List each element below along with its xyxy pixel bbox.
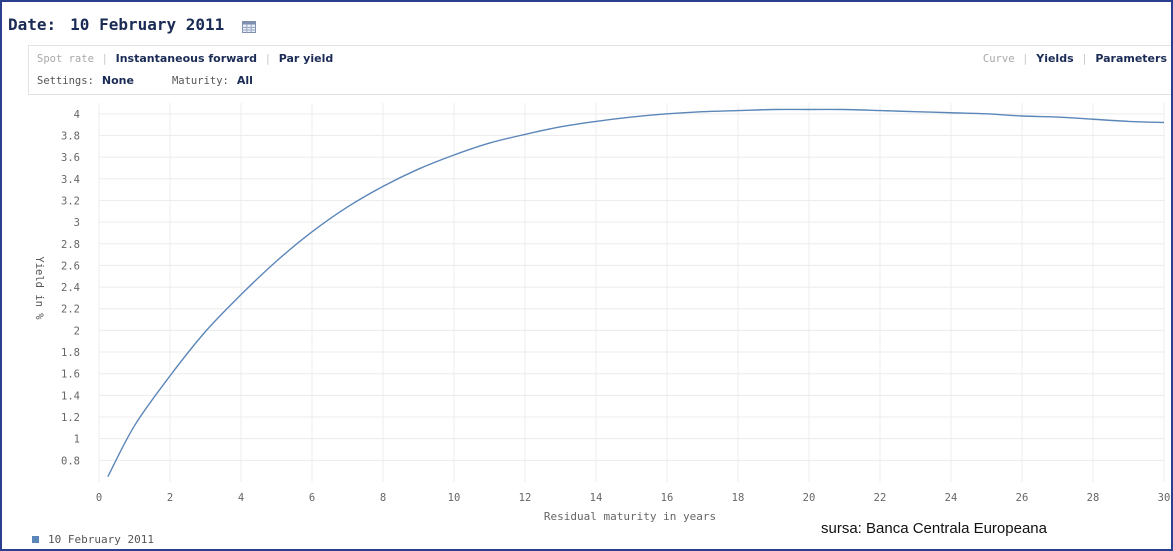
- x-tick-label: 12: [519, 492, 532, 504]
- tab-separator: |: [266, 52, 270, 65]
- x-tick-label: 26: [1016, 492, 1029, 504]
- x-tick-label: 30: [1158, 492, 1171, 504]
- maturity-label: Maturity:: [171, 74, 229, 87]
- y-tick-label: 3.2: [61, 195, 80, 207]
- tab-separator: |: [102, 52, 107, 65]
- x-tick-label: 4: [238, 492, 244, 504]
- tab-par-yield[interactable]: Par yield: [278, 52, 334, 65]
- source-note: sursa: Banca Centrala Europeana: [821, 520, 1047, 537]
- y-tick-label: 1.4: [61, 390, 80, 402]
- y-axis-ticks: 0.8 1 1.2 1.4 1.6 1.8 2 2.2 2.4 2.6 2.8 3 3.2 3.4 3.6 3…: [61, 109, 80, 468]
- chart-grid: [98, 103, 1165, 482]
- series-line[interactable]: [107, 108, 1165, 477]
- x-tick-label: 2: [167, 492, 173, 504]
- controls-panel: Spot rate | Instantaneous forward | Par …: [28, 45, 1171, 95]
- date-bar: Date: 10 February 2011: [8, 10, 257, 38]
- x-tick-label: 18: [732, 492, 745, 504]
- x-tick-label: 22: [874, 492, 887, 504]
- x-axis-ticks: 0 2 4 6 8 10 12 14 16 18 20 22 24 26 28 30: [96, 492, 1170, 504]
- x-tick-label: 14: [590, 492, 603, 504]
- x-tick-label: 0: [96, 492, 102, 504]
- x-tick-label: 24: [945, 492, 958, 504]
- tab-separator: |: [1082, 52, 1087, 65]
- tab-separator: |: [1023, 52, 1028, 65]
- y-tick-label: 4: [74, 109, 80, 121]
- settings-value[interactable]: None: [101, 74, 134, 87]
- x-tick-label: 10: [448, 492, 461, 504]
- calendar-icon[interactable]: [242, 18, 257, 33]
- y-tick-label: 2.2: [61, 304, 80, 316]
- chart-series: [107, 108, 1165, 477]
- tab-parameters[interactable]: Parameters: [1095, 52, 1167, 65]
- curve-type-tabs: Spot rate | Instantaneous forward | Par …: [37, 52, 333, 65]
- y-tick-label: 1.8: [61, 347, 80, 359]
- legend-swatch: [32, 536, 39, 543]
- y-tick-label: 2.4: [61, 282, 80, 294]
- y-axis-label: Yield in %: [33, 256, 45, 320]
- x-tick-label: 20: [803, 492, 816, 504]
- y-tick-label: 0.8: [61, 455, 80, 467]
- y-tick-label: 2.8: [61, 239, 80, 251]
- y-tick-label: 2.6: [61, 260, 80, 272]
- y-tick-label: 1.6: [61, 369, 80, 381]
- date-value[interactable]: 10 February 2011: [70, 14, 225, 34]
- maturity-value[interactable]: All: [236, 74, 253, 87]
- view-tabs: Curve | Yields | Parameters: [983, 52, 1167, 65]
- x-tick-label: 6: [309, 492, 315, 504]
- legend-label: 10 February 2011: [48, 533, 154, 546]
- chart-legend[interactable]: 10 February 2011: [32, 533, 154, 546]
- y-tick-label: 3: [74, 217, 80, 229]
- y-tick-label: 3.8: [61, 130, 80, 142]
- y-tick-label: 2: [74, 325, 80, 337]
- x-tick-label: 16: [661, 492, 674, 504]
- tab-instantaneous-forward[interactable]: Instantaneous forward: [115, 52, 257, 65]
- tab-spot-rate[interactable]: Spot rate: [37, 52, 94, 65]
- settings-label: Settings:: [37, 74, 94, 87]
- tab-curve[interactable]: Curve: [982, 52, 1015, 65]
- x-tick-label: 8: [380, 492, 386, 504]
- x-tick-label: 28: [1087, 492, 1100, 504]
- y-tick-label: 3.4: [61, 174, 80, 186]
- x-axis-label: Residual maturity in years: [544, 510, 716, 523]
- y-tick-label: 1: [74, 434, 80, 446]
- settings-row: Settings: None Maturity: All: [37, 74, 253, 87]
- date-label: Date:: [8, 14, 57, 34]
- tab-yields[interactable]: Yields: [1036, 52, 1074, 65]
- y-tick-label: 1.2: [61, 412, 80, 424]
- y-tick-label: 3.6: [61, 152, 80, 164]
